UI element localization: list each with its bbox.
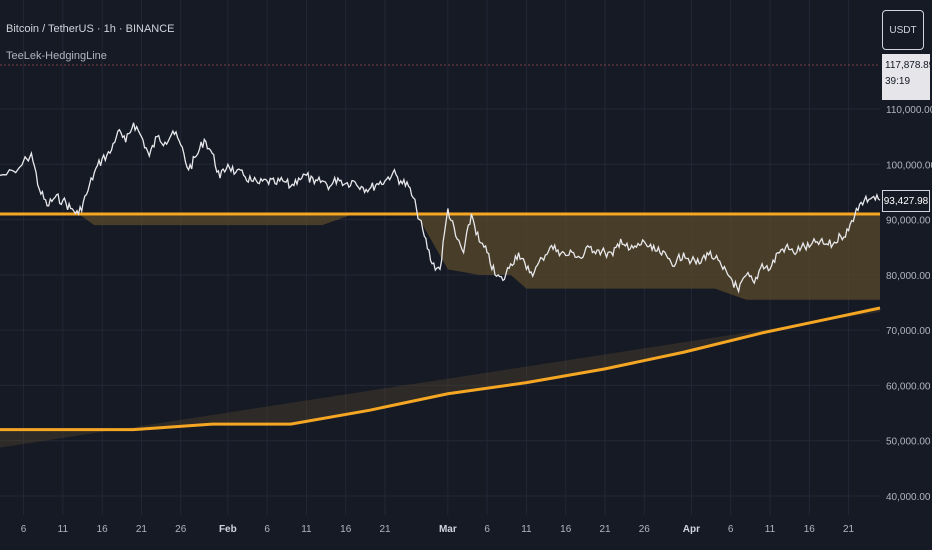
price-marker: 117,878.89 39:19	[882, 54, 932, 100]
currency-button[interactable]: USDT	[882, 10, 924, 50]
last-price-label: 93,427.98	[882, 190, 930, 212]
x-tick-label: 11	[301, 524, 312, 535]
hedging-band-area	[0, 214, 880, 300]
x-tick-label: 11	[58, 524, 69, 535]
x-tick-label: Mar	[439, 524, 457, 535]
x-tick-label: 6	[21, 524, 27, 535]
rising-line-shadow	[0, 308, 880, 448]
x-tick-label: 11	[765, 524, 776, 535]
hedging-zone-fill	[0, 214, 880, 448]
x-tick-label: 21	[843, 524, 855, 535]
x-tick-label: Feb	[219, 524, 237, 535]
x-tick-label: 21	[599, 524, 611, 535]
x-tick-label: 16	[804, 524, 816, 535]
price-marker-countdown: 39:19	[885, 76, 911, 87]
x-tick-label: 21	[379, 524, 391, 535]
x-tick-label: 11	[521, 524, 532, 535]
y-tick-label: 70,000.00	[886, 326, 931, 337]
x-tick-label: 16	[97, 524, 109, 535]
hedging-rising-line	[0, 306, 881, 432]
x-tick-label: 26	[639, 524, 651, 535]
y-tick-label: 100,000.00	[886, 160, 932, 171]
y-tick-label: 60,000.00	[886, 381, 931, 392]
x-tick-label: 6	[264, 524, 270, 535]
price-marker-value: 117,878.89	[885, 60, 932, 71]
y-tick-label: 90,000.00	[886, 216, 931, 227]
indicator-name[interactable]: TeeLek-HedgingLine	[6, 50, 107, 62]
axis-labels: 110,000.00 100,000.00 90,000.00 80,000.00 70…	[21, 105, 932, 535]
x-tick-label: 16	[560, 524, 572, 535]
series-layer	[0, 122, 881, 432]
x-tick-label: 6	[484, 524, 490, 535]
symbol-title: Bitcoin / TetherUS · 1h · BINANCE	[6, 23, 175, 35]
x-tick-label: 21	[136, 524, 148, 535]
x-tick-label: 26	[175, 524, 187, 535]
x-tick-label: 16	[340, 524, 352, 535]
y-tick-label: 40,000.00	[886, 492, 931, 503]
y-tick-label: 80,000.00	[886, 271, 931, 282]
y-tick-label: 110,000.00	[886, 105, 932, 116]
x-tick-label: 6	[728, 524, 734, 535]
price-line	[0, 122, 881, 294]
x-tick-label: Apr	[683, 524, 700, 535]
y-tick-label: 50,000.00	[886, 437, 931, 448]
